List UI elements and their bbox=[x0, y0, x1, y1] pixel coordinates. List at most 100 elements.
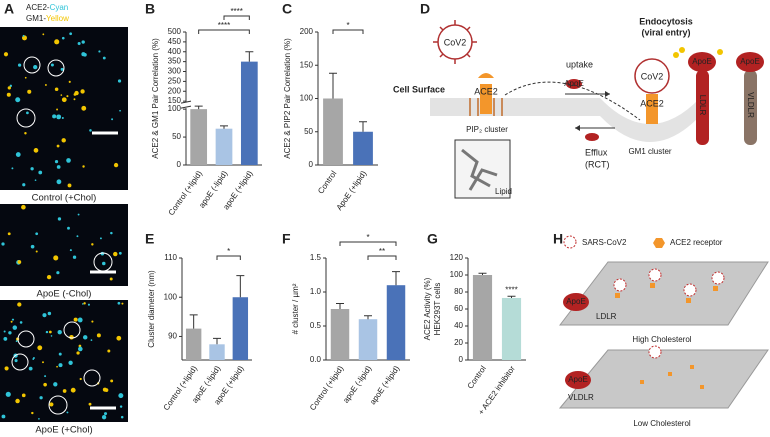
bar bbox=[232, 297, 249, 360]
error-bar bbox=[336, 303, 344, 309]
y-tick-label: 50 bbox=[172, 132, 181, 141]
micrograph bbox=[0, 27, 128, 190]
label: ApoE bbox=[568, 375, 588, 384]
x-tick-label: Control (+lipid) bbox=[162, 364, 200, 412]
micrograph bbox=[0, 300, 128, 422]
error-bar bbox=[236, 275, 245, 298]
virus bbox=[634, 58, 670, 94]
y-tick-label: 0 bbox=[177, 160, 182, 169]
y-tick-label: 110 bbox=[164, 253, 177, 262]
y-tick-label: 0.5 bbox=[310, 321, 322, 330]
label: ApoE bbox=[564, 79, 584, 88]
roi-circle bbox=[17, 330, 35, 348]
significance-bracket bbox=[332, 29, 364, 34]
x-tick-label: Control (+lipid) bbox=[308, 364, 346, 412]
legend-icon bbox=[653, 238, 665, 248]
y-tick-label: 350 bbox=[168, 57, 182, 66]
significance-label: * bbox=[227, 247, 230, 256]
virus-label: CoV2 bbox=[641, 71, 664, 81]
label: LDLR bbox=[698, 95, 707, 116]
y-tick-label: 200 bbox=[300, 27, 314, 36]
significance-label: **** bbox=[230, 7, 242, 16]
apoe bbox=[736, 52, 764, 72]
y-tick-label: 200 bbox=[168, 86, 182, 95]
roi-circle bbox=[23, 56, 41, 74]
bar bbox=[209, 344, 225, 360]
label: Low Cholesterol bbox=[633, 419, 691, 428]
label: ApoE bbox=[566, 297, 586, 306]
significance-bracket bbox=[339, 241, 397, 246]
bar bbox=[330, 309, 350, 360]
membrane-plate bbox=[558, 261, 769, 326]
label: Efflux bbox=[585, 147, 608, 157]
label: Endocytosis bbox=[639, 16, 693, 26]
x-tick-label: Control bbox=[466, 364, 488, 390]
legend-icon bbox=[563, 235, 577, 249]
axis-break bbox=[180, 100, 192, 109]
label: Lipid bbox=[495, 187, 512, 196]
y-tick-label: 100 bbox=[168, 104, 182, 113]
y-tick-label: 0 bbox=[459, 355, 464, 364]
image-caption: Control (+Chol) bbox=[32, 193, 97, 204]
y-tick-label: 250 bbox=[168, 76, 182, 85]
inset-molecule bbox=[461, 148, 498, 191]
error-bar bbox=[213, 337, 221, 345]
error-bar bbox=[194, 105, 203, 110]
x-tick-label: Control bbox=[316, 169, 338, 195]
apoe bbox=[585, 133, 599, 141]
diagram-h: SARS-CoV2 ACE2 receptor ApoE LDLR High C… bbox=[558, 235, 769, 428]
y-axis-label: Cluster diameter (nm) bbox=[147, 270, 156, 348]
membrane-plate bbox=[558, 349, 769, 409]
membrane bbox=[600, 98, 700, 142]
y-axis-label: # cluster / µm² bbox=[291, 283, 300, 334]
significance-bracket bbox=[198, 29, 250, 34]
legend-text: ACE2-Cyan bbox=[26, 3, 68, 12]
panel-letter: A bbox=[4, 1, 14, 17]
apoe bbox=[563, 293, 589, 311]
roi-circle bbox=[47, 59, 65, 77]
panel-letter: D bbox=[420, 1, 430, 17]
error-bar bbox=[189, 314, 198, 329]
significance-bracket bbox=[223, 15, 250, 20]
significance-bracket bbox=[367, 255, 397, 260]
roi-circle bbox=[11, 353, 29, 371]
label: PIP₂ cluster bbox=[466, 125, 508, 134]
significance-label: * bbox=[366, 233, 369, 242]
label: High Cholesterol bbox=[632, 335, 691, 344]
y-tick-label: 90 bbox=[168, 332, 177, 341]
apoe bbox=[688, 52, 716, 72]
y-tick-label: 0.0 bbox=[310, 355, 322, 364]
x-tick-label: apoE (+lipid) bbox=[368, 364, 401, 406]
roi-circle bbox=[48, 395, 68, 415]
y-tick-label: 300 bbox=[168, 67, 182, 76]
y-tick-label: 150 bbox=[300, 60, 314, 69]
y-tick-label: 100 bbox=[450, 270, 464, 279]
virus-label: CoV2 bbox=[444, 37, 467, 47]
bar bbox=[353, 131, 373, 165]
panel-letter: F bbox=[282, 231, 291, 247]
significance-label: ** bbox=[379, 247, 385, 256]
x-tick-label: apoE (-lipid) bbox=[341, 364, 373, 405]
significance-label: **** bbox=[218, 21, 230, 30]
panel-letter: E bbox=[145, 231, 154, 247]
ldlr bbox=[696, 70, 709, 145]
image-caption: ApoE (-Chol) bbox=[37, 289, 92, 300]
label: ApoE bbox=[740, 57, 760, 66]
label: LDLR bbox=[596, 312, 617, 321]
legend-text: GM1-Yellow bbox=[26, 14, 69, 23]
panel-letter: G bbox=[427, 231, 438, 247]
membrane bbox=[430, 98, 600, 116]
y-tick-label: 100 bbox=[300, 94, 314, 103]
axis-break bbox=[181, 102, 191, 109]
panel-letter: B bbox=[145, 1, 155, 17]
bar bbox=[190, 109, 208, 165]
y-tick-label: 0 bbox=[309, 160, 314, 169]
legend-text: ACE2 receptor bbox=[670, 238, 723, 247]
bar bbox=[323, 98, 343, 165]
significance-bracket bbox=[216, 255, 241, 260]
y-tick-label: 40 bbox=[454, 321, 463, 330]
bar bbox=[215, 128, 233, 165]
legend-text: SARS-CoV2 bbox=[582, 238, 627, 247]
y-tick-label: 20 bbox=[454, 338, 463, 347]
bar bbox=[472, 275, 493, 360]
